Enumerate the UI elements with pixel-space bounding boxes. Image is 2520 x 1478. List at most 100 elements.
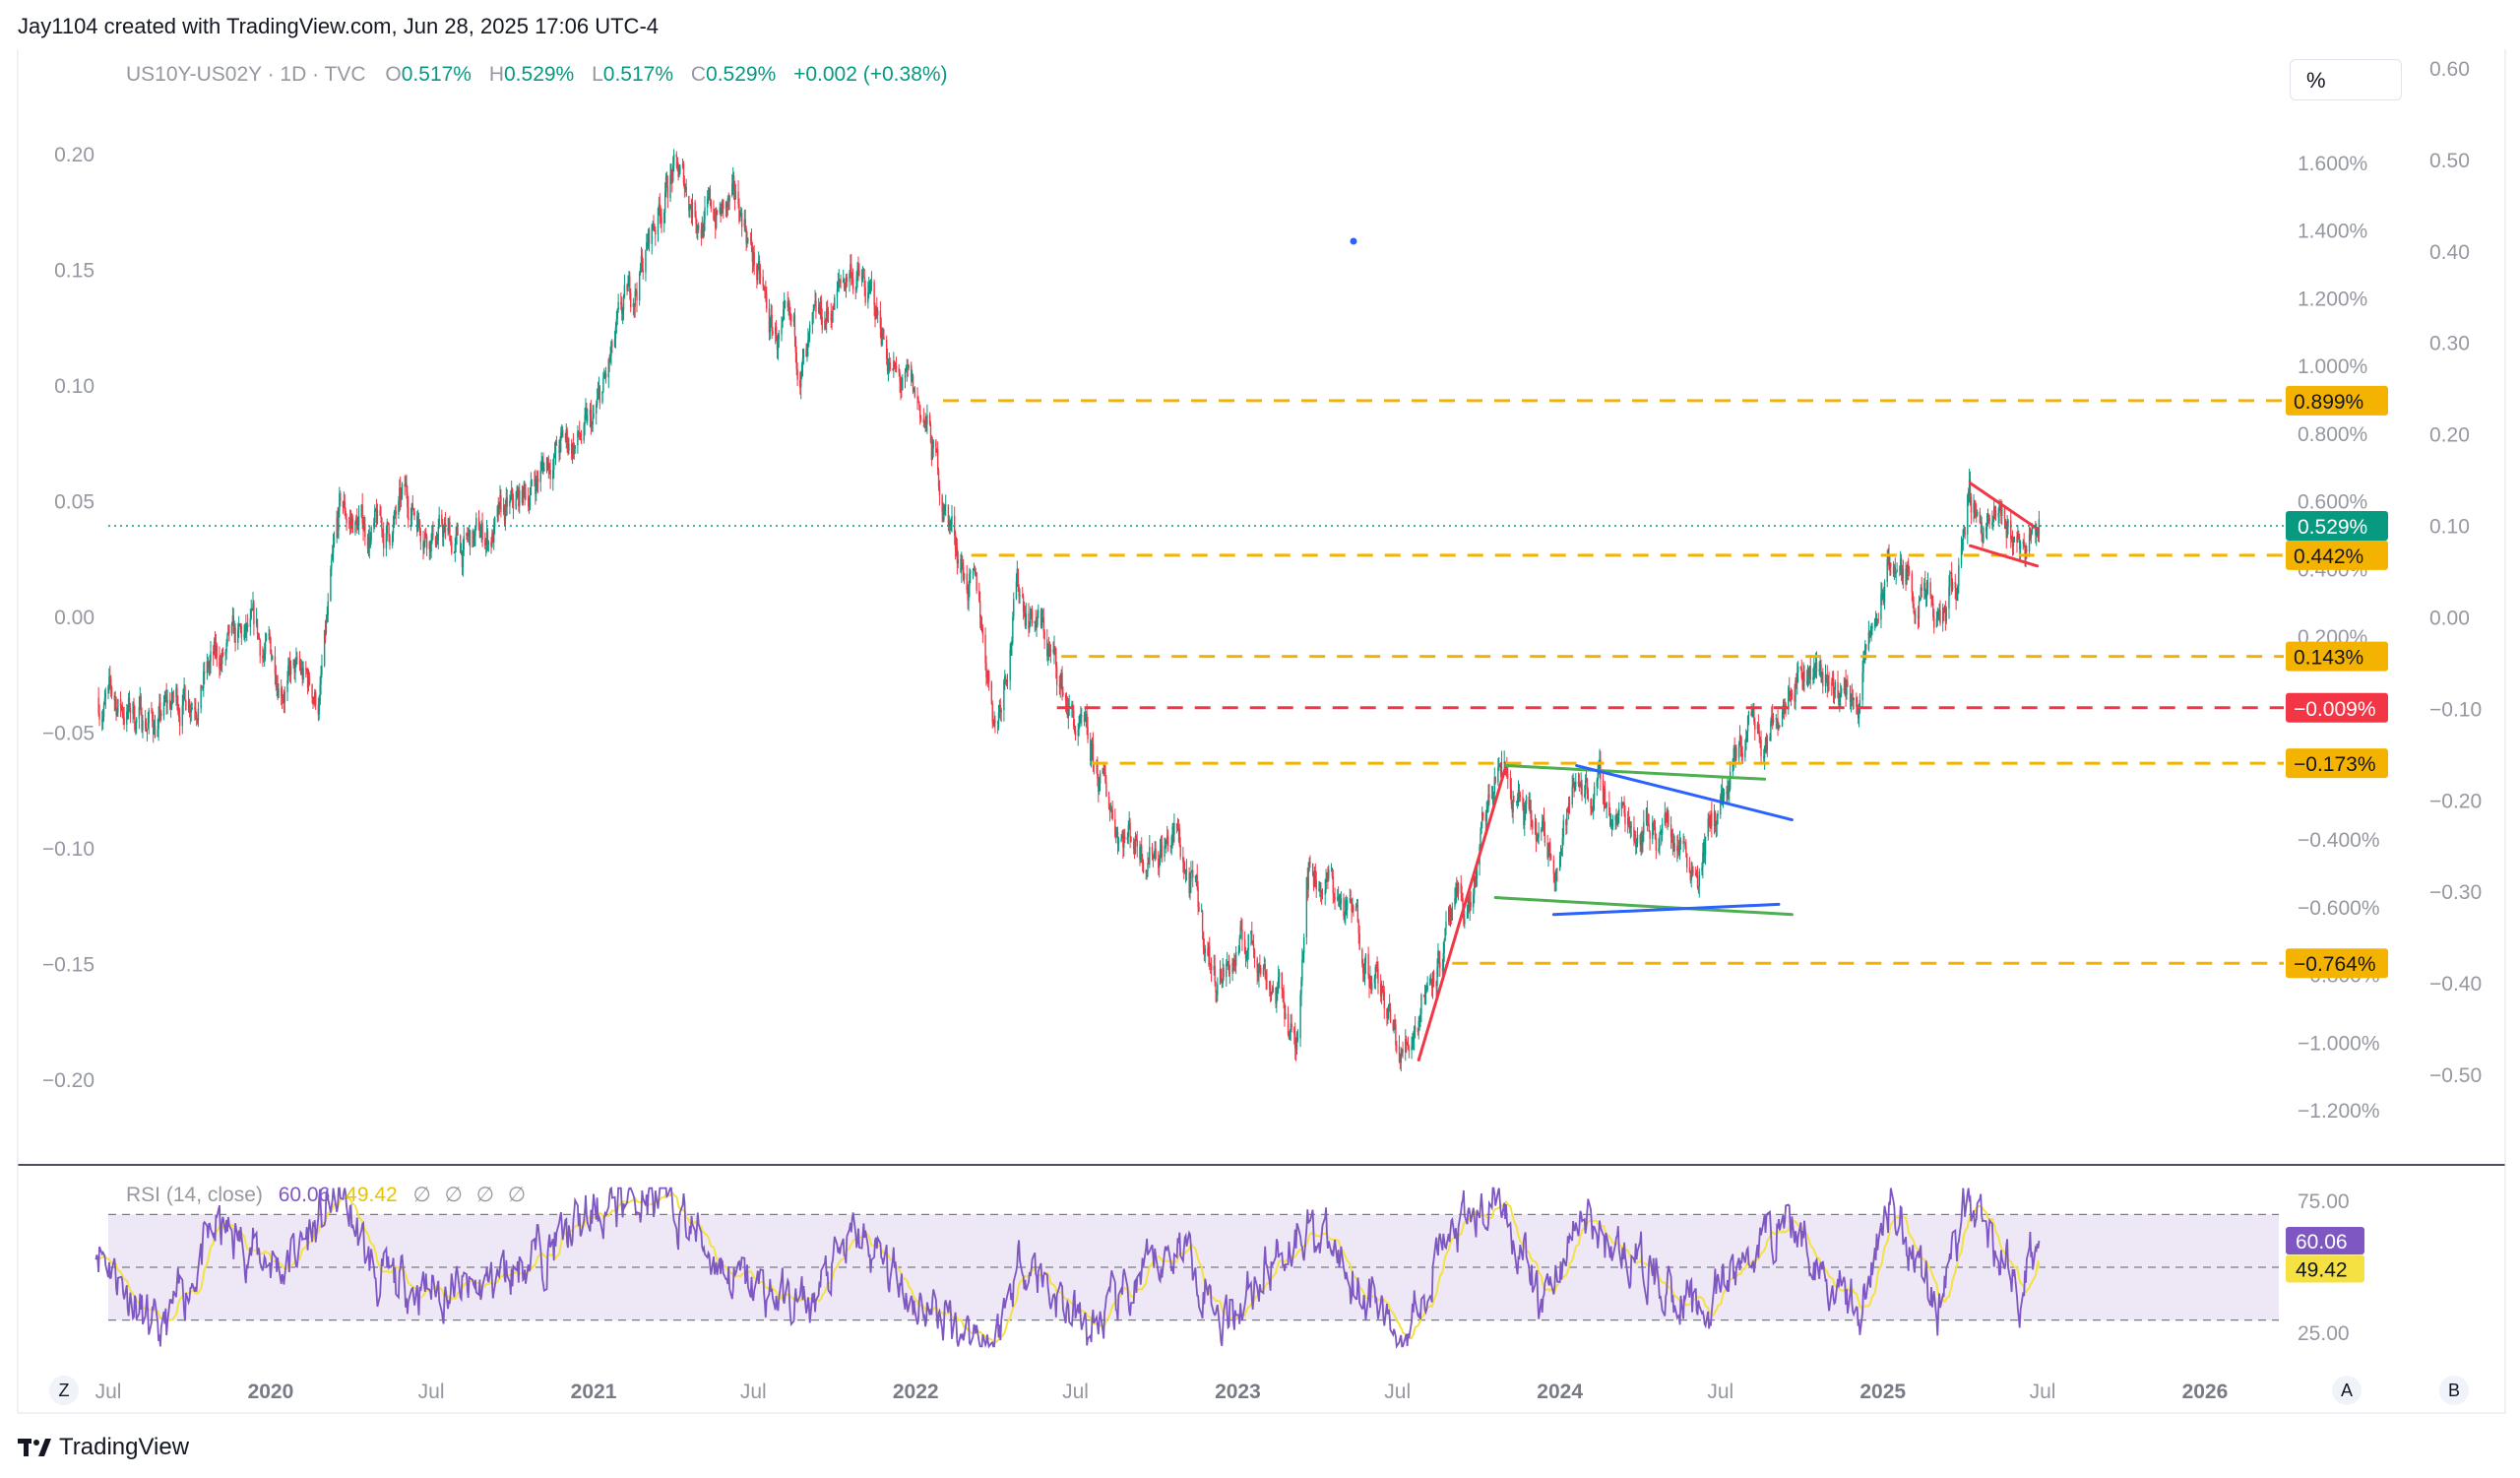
candle-body <box>1284 1002 1286 1019</box>
candle-body <box>1098 778 1100 793</box>
candle-body <box>1524 803 1527 814</box>
candle-body <box>1507 773 1509 779</box>
candle-body <box>1277 989 1279 993</box>
candle-body <box>1920 587 1922 599</box>
candle-body <box>981 627 984 635</box>
candle-body <box>282 699 284 701</box>
candle-body <box>191 707 193 710</box>
candle-body <box>516 494 518 500</box>
candle-body <box>1405 1039 1408 1043</box>
level-badge-label: −0.009% <box>2294 698 2376 721</box>
candle-body <box>268 633 270 635</box>
tradingview-logo[interactable]: TradingView <box>18 1434 189 1461</box>
candle-body <box>724 203 727 210</box>
candle-body <box>1349 898 1351 901</box>
candle-body <box>286 680 288 692</box>
candle-body <box>1091 743 1094 751</box>
candle-body <box>1430 980 1433 988</box>
candle-body <box>1424 991 1427 1004</box>
candle-body <box>917 398 919 403</box>
candle-body <box>1993 506 1996 511</box>
candle-body <box>1711 813 1713 827</box>
candle-body <box>876 310 879 316</box>
candle-body <box>468 530 471 536</box>
candle-body <box>1908 571 1911 574</box>
percent-scale-button[interactable]: % <box>2290 59 2402 100</box>
candle-body <box>1473 876 1476 895</box>
candle-body <box>1240 926 1242 930</box>
candle-body <box>1880 593 1882 620</box>
candle-body <box>702 225 704 236</box>
tradingview-logo-text: TradingView <box>59 1434 190 1460</box>
candle-body <box>1628 819 1631 830</box>
candle-body <box>894 360 896 367</box>
candle-body <box>1466 912 1469 919</box>
candle-body <box>561 429 563 433</box>
candle-body <box>379 509 381 516</box>
candle-body <box>592 417 594 425</box>
candle-body <box>510 488 513 498</box>
candle-body <box>255 618 258 625</box>
candle-body <box>1677 846 1679 851</box>
zoom-button[interactable]: Z <box>49 1376 79 1405</box>
candle-body <box>1756 724 1759 730</box>
candle-body <box>1944 610 1947 621</box>
candle-body <box>851 276 853 280</box>
candle-body <box>1352 906 1354 912</box>
candle-body <box>1723 792 1726 797</box>
candle-body <box>142 720 144 731</box>
candle-body <box>1516 801 1518 803</box>
candle-body <box>1073 727 1076 732</box>
candle-body <box>517 489 519 495</box>
candle-body <box>1661 830 1663 835</box>
candle-body <box>583 424 585 441</box>
candle-body <box>467 533 469 537</box>
candle-body <box>327 601 329 615</box>
candle-body <box>258 635 260 640</box>
candle-body <box>817 306 820 312</box>
candle-body <box>689 206 692 209</box>
candle-body <box>1805 680 1808 684</box>
candle-body <box>675 154 678 158</box>
candle-body <box>1394 1019 1396 1025</box>
candle-body <box>1538 832 1540 838</box>
candle-body <box>1379 983 1382 996</box>
candle-body <box>1326 874 1328 878</box>
candle-body <box>1682 841 1684 845</box>
open-value: 0.517% <box>401 63 472 86</box>
candle-body <box>2029 534 2032 539</box>
candle-body <box>1889 562 1891 569</box>
candle-body <box>1115 832 1118 834</box>
candle-body <box>565 429 567 438</box>
candle-body <box>1572 784 1574 788</box>
candle-body <box>233 627 235 634</box>
candle-body <box>461 550 464 567</box>
candle-body <box>234 627 236 643</box>
candle-body <box>547 463 550 470</box>
candle-body <box>536 478 538 482</box>
candle-body <box>1649 831 1651 839</box>
candle-body <box>696 224 698 230</box>
candle-body <box>1046 639 1048 657</box>
candle-body <box>1353 906 1354 912</box>
candle-body <box>1732 748 1734 760</box>
candle-body <box>277 685 279 698</box>
candle-body <box>1522 797 1524 807</box>
candle-body <box>449 522 451 542</box>
candle-body <box>2023 541 2025 546</box>
candle-body <box>586 408 588 421</box>
candle-body <box>2035 524 2037 536</box>
candle-body <box>1684 842 1686 847</box>
candle-body <box>363 524 365 532</box>
candle-body <box>1058 684 1061 687</box>
candle-body <box>936 449 939 471</box>
bars-button[interactable]: B <box>2439 1376 2469 1405</box>
candle-body <box>1883 582 1886 603</box>
candle-body <box>1293 1028 1295 1034</box>
candle-body <box>1121 835 1123 839</box>
auto-scale-button[interactable]: A <box>2332 1376 2362 1405</box>
candle-body <box>960 558 962 572</box>
symbol-label[interactable]: US10Y-US02Y · 1D · TVC <box>126 63 366 86</box>
rsi-label[interactable]: RSI (14, close) <box>126 1184 263 1206</box>
